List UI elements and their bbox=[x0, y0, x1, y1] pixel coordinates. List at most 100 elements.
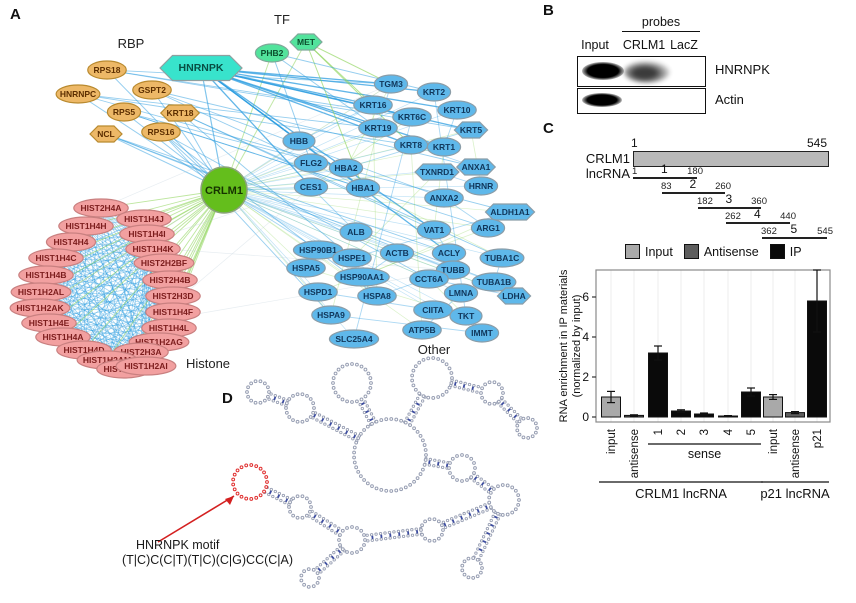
network-node-label: HIST1H2AI bbox=[124, 361, 167, 371]
network-node: HIST2H2BF bbox=[133, 253, 195, 273]
network-node: KRT8 bbox=[393, 135, 429, 155]
network-node-label: KRT1 bbox=[433, 142, 455, 152]
network-node-label: HIST2H3A bbox=[120, 347, 161, 357]
network-node-label: HSPD1 bbox=[304, 287, 333, 297]
network-node: KRT2 bbox=[416, 82, 452, 102]
network-node-label: RPS16 bbox=[148, 127, 175, 137]
network-node: HIST2H3D bbox=[145, 286, 201, 306]
network-node-label: HIST1H4D bbox=[63, 345, 104, 355]
legend-swatch bbox=[769, 244, 785, 259]
legend-item: Input bbox=[625, 244, 673, 259]
chart-legend: Input Antisense IP bbox=[625, 244, 802, 259]
construct-end: 545 bbox=[806, 136, 827, 150]
network-node-label: FLG2 bbox=[300, 158, 322, 168]
fragment-end: 440 bbox=[780, 211, 796, 222]
network-node-label: HSPA9 bbox=[317, 310, 345, 320]
network-node: HIST1H4L bbox=[141, 318, 197, 338]
network-node: HSPE1 bbox=[332, 248, 372, 268]
network-node-label: HNRNPC bbox=[60, 89, 96, 99]
network-node-label: HIST1H4F bbox=[153, 307, 193, 317]
network-node-label: KRT5 bbox=[460, 125, 482, 135]
network-node-label: PHB2 bbox=[261, 48, 284, 58]
y-tick-label: 4 bbox=[582, 330, 589, 344]
network-node: IMMT bbox=[464, 323, 500, 343]
network-node: HIST1H4A bbox=[35, 327, 91, 347]
fragment-id: 2 bbox=[689, 177, 697, 191]
network-node-label: HIST1H2AG bbox=[135, 337, 183, 347]
x-tick-label: 4 bbox=[723, 428, 735, 435]
network-node-label: CIITA bbox=[422, 305, 444, 315]
y-axis-label-line1: RNA enrichment in IP materials bbox=[558, 269, 570, 422]
motif-label: HNRNPK motif bbox=[136, 538, 220, 552]
network-node: TUBA1C bbox=[479, 248, 525, 268]
fragment-start: 83 bbox=[661, 181, 672, 192]
network-node-label: KRT18 bbox=[167, 108, 194, 118]
bar bbox=[763, 396, 783, 418]
fragment-start: 262 bbox=[725, 211, 741, 222]
legend-label: Input bbox=[645, 244, 673, 259]
network-node-label: HBA1 bbox=[351, 183, 374, 193]
network-node: ALDH1A1 bbox=[484, 203, 536, 221]
network-node-label: HIST1H4B bbox=[25, 270, 66, 280]
panel-b-label: B bbox=[543, 2, 554, 19]
network-node: TUBA1B bbox=[471, 272, 517, 292]
network-node-label: HIST1H2AK bbox=[16, 303, 64, 313]
network-node-label: HSPA5 bbox=[292, 263, 320, 273]
fragment-id: 5 bbox=[790, 222, 798, 236]
band-crlm1-hnrnpk bbox=[624, 61, 670, 83]
network-node: CCT6A bbox=[409, 269, 449, 289]
fragment-start: 362 bbox=[761, 226, 777, 237]
construct-name: CRLM1 lncRNA bbox=[585, 151, 630, 181]
network-node-label: HBB bbox=[290, 136, 308, 146]
network-node-label: ALDH1A1 bbox=[490, 207, 529, 217]
network-node: HIST1H4J bbox=[116, 209, 172, 229]
network-node: ATP5B bbox=[402, 320, 442, 340]
probes-header: probes bbox=[622, 15, 700, 32]
enrichment-bar-chart: 0 2 4 6 RNA enrichment in IP materials (norma… bbox=[558, 269, 831, 501]
network-node: HIST1H4H bbox=[58, 216, 114, 236]
network-node-label: HSP90B1 bbox=[299, 245, 337, 255]
fragment-start: 1 bbox=[632, 166, 638, 177]
fragment-end: 360 bbox=[751, 196, 767, 207]
network-node-label: TXNRD1 bbox=[420, 167, 454, 177]
legend-swatch bbox=[683, 244, 699, 259]
network-node: HSPA5 bbox=[286, 258, 326, 278]
network-node: TGM3 bbox=[373, 74, 409, 94]
x-tick-label: 1 bbox=[653, 429, 665, 435]
network-node: HSPA9 bbox=[311, 305, 351, 325]
network-node: HIST1H4K bbox=[125, 239, 181, 259]
band-input-hnrnpk bbox=[582, 62, 624, 80]
network-node-label: TUBB bbox=[441, 265, 465, 275]
network-node-label: HSP90AA1 bbox=[340, 272, 384, 282]
network-node-label: ALB bbox=[347, 227, 364, 237]
network-node: HRNR bbox=[463, 176, 499, 196]
network-node: LDHA bbox=[496, 287, 532, 305]
network-node: TUBB bbox=[435, 260, 471, 280]
panel-c-label: C bbox=[543, 120, 554, 137]
fragment-line bbox=[698, 207, 761, 209]
network-node-label: HIST1H4I bbox=[128, 229, 165, 239]
svg-text:CRLM1: CRLM1 bbox=[205, 185, 243, 197]
network-node: HIST4H4 bbox=[45, 232, 97, 252]
band-input-actin bbox=[582, 93, 622, 107]
network-node-label: HBA2 bbox=[334, 163, 357, 173]
network-node: HIST2H3A bbox=[113, 342, 169, 362]
rbp-group-label: RBP bbox=[117, 36, 145, 51]
legend-swatch bbox=[625, 244, 640, 259]
network-node: HIST1H2AK bbox=[9, 298, 71, 318]
fragment-end: 545 bbox=[817, 226, 833, 237]
network-node-label: HIST2H3D bbox=[152, 291, 193, 301]
lane-label-lacz: LacZ bbox=[670, 38, 698, 52]
gene-group-label: CRLM1 lncRNA bbox=[635, 486, 727, 501]
network-node-label: HIST2H3C bbox=[103, 364, 144, 374]
network-node: HIST1H4C bbox=[28, 248, 84, 268]
network-node-label: RPS5 bbox=[113, 107, 135, 117]
legend-item: IP bbox=[769, 244, 802, 259]
network-node: HSP90B1 bbox=[292, 240, 344, 260]
fragment-end: 180 bbox=[687, 166, 703, 177]
network-node-label: GSPT2 bbox=[138, 85, 166, 95]
network-node-label: KRT19 bbox=[365, 123, 392, 133]
fragment-line bbox=[726, 222, 790, 224]
network-node-label: HIST4H4 bbox=[54, 237, 89, 247]
